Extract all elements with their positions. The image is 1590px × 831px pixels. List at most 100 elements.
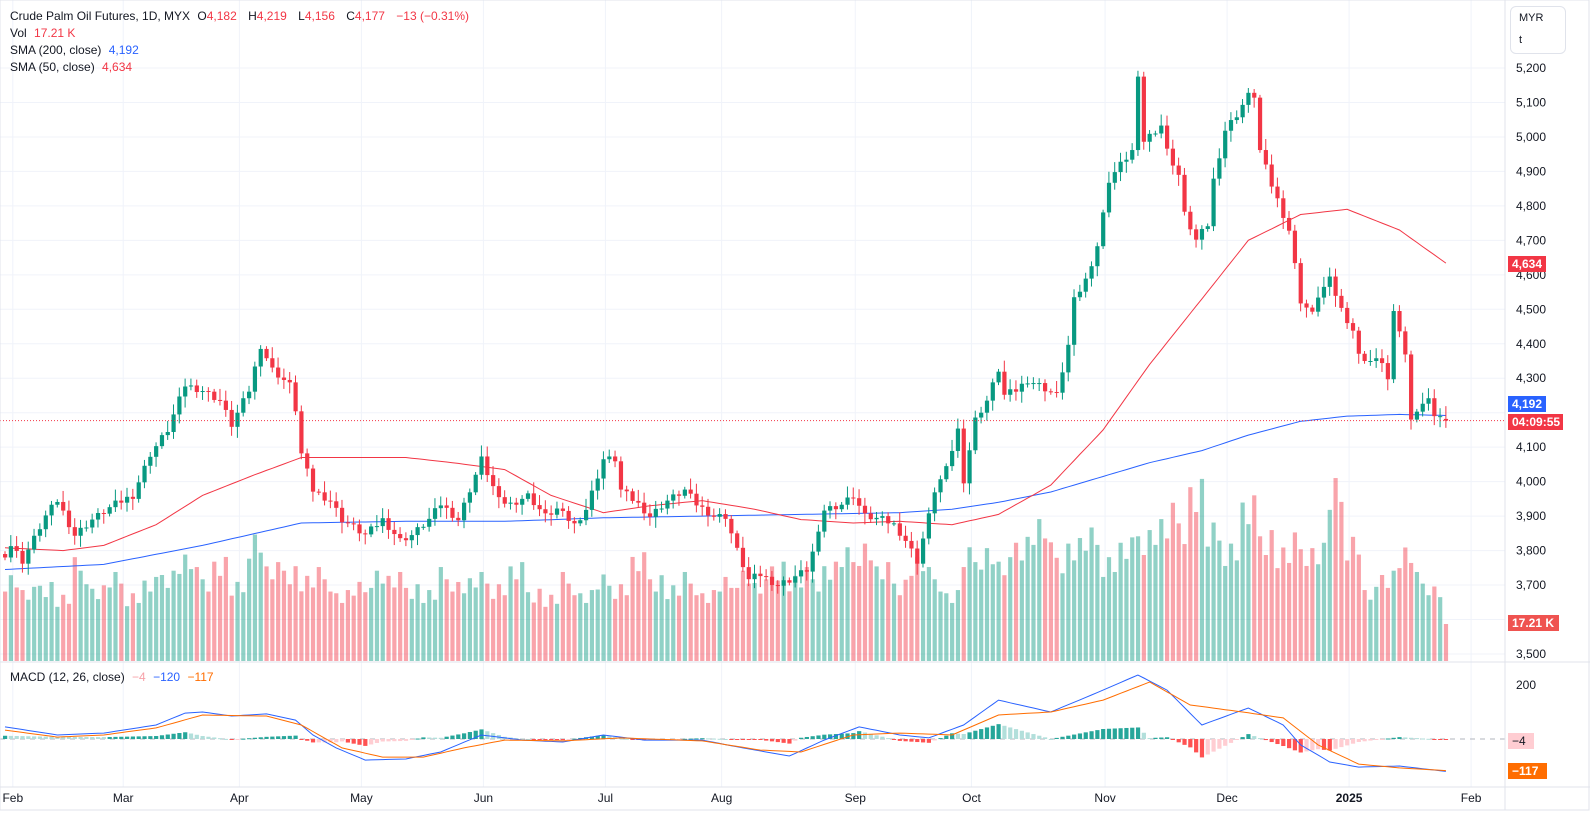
volume-bar xyxy=(258,552,263,661)
macd-histogram-bar xyxy=(1438,739,1443,740)
macd-histogram-bar xyxy=(973,730,978,739)
price-tick-label: 4,000 xyxy=(1516,475,1546,489)
candle xyxy=(525,490,531,502)
macd-histogram-bar xyxy=(822,734,827,739)
volume-bar xyxy=(909,575,914,661)
sma200-legend[interactable]: SMA (200, close) 4,192 xyxy=(10,42,143,59)
close-value: 4,177 xyxy=(354,9,385,23)
candle xyxy=(758,565,763,588)
candle xyxy=(1060,362,1065,400)
candle xyxy=(1432,389,1437,426)
candle xyxy=(549,505,554,526)
candle-body xyxy=(1350,323,1356,331)
candle-body xyxy=(1095,246,1100,267)
candle-body xyxy=(1356,330,1361,354)
candle xyxy=(287,372,292,394)
macd-histogram-bar xyxy=(1350,739,1356,744)
high-label: H xyxy=(248,9,257,23)
macd-histogram-bar xyxy=(78,736,83,739)
volume-bar xyxy=(880,579,885,661)
macd-histogram-bar xyxy=(833,734,839,739)
macd-histogram-bar xyxy=(1385,738,1390,740)
candle xyxy=(1054,380,1059,398)
candle xyxy=(746,557,751,587)
candle xyxy=(188,378,194,391)
candle xyxy=(1263,139,1268,170)
volume-legend[interactable]: Vol 17.21 K xyxy=(10,25,79,42)
macd-histogram-bar xyxy=(740,739,746,740)
candle-body xyxy=(1106,182,1112,213)
volume-bar xyxy=(1414,571,1420,661)
macd-histogram-bar xyxy=(49,736,54,739)
candle xyxy=(740,536,746,572)
candle xyxy=(839,501,844,512)
candle xyxy=(159,432,165,449)
macd-histogram-bar xyxy=(438,737,443,739)
volume-bar xyxy=(444,579,449,661)
macd-histogram-bar xyxy=(897,739,902,741)
macd-legend[interactable]: MACD (12, 26, close) −4 −120 −117 xyxy=(10,669,218,686)
candle-body xyxy=(706,506,711,516)
volume-bar xyxy=(66,603,72,661)
macd-histogram-bar xyxy=(427,737,432,739)
macd-histogram-bar xyxy=(258,737,263,739)
price-tick-label: 5,000 xyxy=(1516,130,1546,144)
candle xyxy=(49,500,54,526)
grid xyxy=(0,0,1505,787)
candle xyxy=(1042,379,1048,402)
macd-histogram-bar xyxy=(955,733,961,739)
candle xyxy=(909,531,914,558)
candle xyxy=(764,569,769,581)
volume-bar xyxy=(735,587,740,661)
candle-body xyxy=(188,385,194,387)
candle-body xyxy=(822,510,827,532)
price-tick-label: 4,800 xyxy=(1516,199,1546,213)
macd-histogram-bar xyxy=(926,739,931,743)
time-tick-label: Feb xyxy=(2,791,23,805)
volume-bar xyxy=(223,556,228,661)
candle xyxy=(630,488,635,504)
volume-bar xyxy=(554,603,560,661)
macd-label: MACD (12, 26, close) xyxy=(10,670,125,684)
candle xyxy=(432,498,438,526)
macd-histogram-bar xyxy=(735,739,740,740)
volume-bar xyxy=(485,583,490,661)
volume-bar xyxy=(403,587,409,661)
macd-histogram-bar xyxy=(758,739,763,740)
macd-histogram-bar xyxy=(915,739,920,743)
volume-bar xyxy=(508,566,513,661)
macd-histogram-bar xyxy=(1269,739,1274,743)
volume-bar xyxy=(206,591,211,661)
macd-histogram-bar xyxy=(1147,738,1152,740)
macd-histogram-bar xyxy=(270,736,275,739)
sma50-legend[interactable]: SMA (50, close) 4,634 xyxy=(10,59,136,76)
volume-bars xyxy=(3,478,1449,661)
volume-bar xyxy=(891,583,897,661)
candle-body xyxy=(1124,159,1129,162)
candle xyxy=(386,509,391,539)
volume-bar xyxy=(281,570,287,661)
macd-histogram-bar xyxy=(479,729,484,739)
candle-body xyxy=(839,504,844,510)
macd-histogram-bar xyxy=(165,734,170,739)
currency-unit-selector[interactable]: MYR t xyxy=(1510,6,1566,54)
symbol-title[interactable]: Crude Palm Oil Futures, 1D, MYX xyxy=(10,9,191,23)
candle xyxy=(90,513,95,534)
candle xyxy=(1002,360,1007,400)
candle-body xyxy=(764,576,769,578)
macd-histogram-bar xyxy=(409,739,414,740)
candle xyxy=(252,361,258,400)
candle-body xyxy=(746,567,751,580)
volume-bar xyxy=(647,579,653,661)
macd-histogram-bar xyxy=(1275,739,1280,745)
volume-bar xyxy=(1106,557,1112,661)
macd-histogram-bar xyxy=(1368,739,1373,741)
candle xyxy=(642,492,647,521)
macd-histogram-bar xyxy=(357,739,362,745)
volume-bar xyxy=(136,602,141,661)
candle-body xyxy=(636,500,641,503)
candle-body xyxy=(793,576,798,583)
volume-bar xyxy=(322,579,327,661)
candle xyxy=(595,469,600,500)
